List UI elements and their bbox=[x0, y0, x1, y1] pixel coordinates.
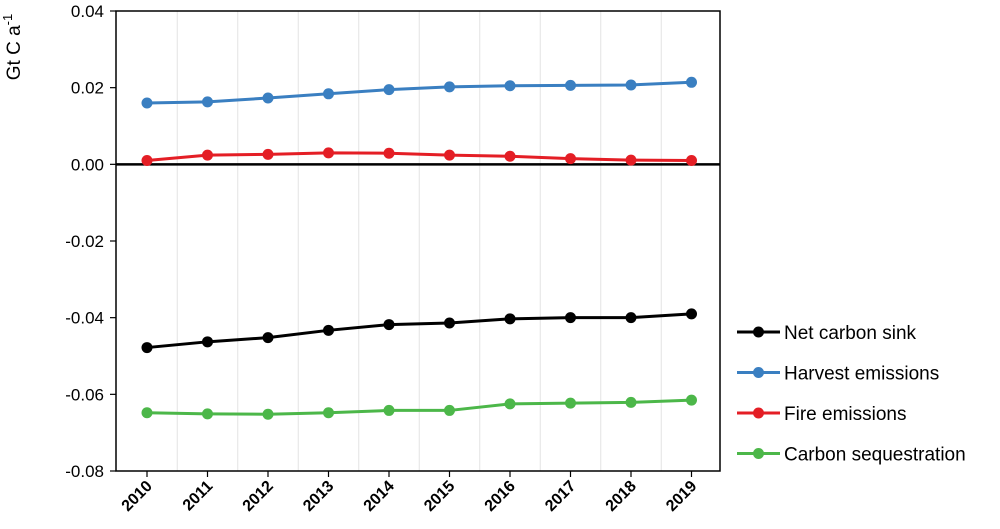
legend-swatch-marker bbox=[753, 367, 764, 378]
legend-label: Carbon sequestration bbox=[784, 445, 966, 466]
data-point bbox=[383, 84, 395, 96]
series-line bbox=[146, 312, 692, 350]
axes bbox=[110, 10, 721, 477]
data-point bbox=[565, 397, 576, 409]
data-point bbox=[565, 79, 576, 91]
series-fire-emissions bbox=[141, 147, 697, 166]
legend: Net carbon sink Harvest emissions Fire emi… bbox=[737, 323, 966, 466]
data-point bbox=[202, 96, 213, 108]
legend-item: Net carbon sink bbox=[737, 323, 917, 344]
y-tick-label: 0.02 bbox=[71, 79, 104, 98]
data-point bbox=[383, 404, 395, 416]
x-tick-label: 2013 bbox=[300, 478, 337, 515]
data-point bbox=[383, 147, 395, 159]
y-axis-label: Gt C a-1 bbox=[0, 14, 25, 80]
legend-item: Carbon sequestration bbox=[737, 445, 966, 466]
data-point bbox=[686, 308, 697, 320]
x-tick-label: 2015 bbox=[421, 478, 458, 515]
data-point bbox=[262, 92, 274, 104]
data-point bbox=[625, 79, 637, 91]
data-point bbox=[444, 317, 455, 329]
series-line bbox=[146, 398, 692, 416]
series-carbon-sequestration bbox=[141, 394, 697, 420]
series-net-carbon-sink bbox=[141, 308, 697, 354]
legend-swatch-marker bbox=[753, 326, 764, 338]
data-point bbox=[262, 408, 274, 420]
data-point bbox=[504, 80, 516, 92]
legend-swatch-marker bbox=[753, 448, 764, 459]
data-point bbox=[686, 76, 697, 88]
legend-swatch-marker bbox=[753, 407, 764, 419]
data-point bbox=[565, 312, 576, 324]
data-point bbox=[504, 398, 516, 410]
y-tick-label: -0.08 bbox=[65, 462, 104, 481]
y-tick-label: 0.00 bbox=[71, 155, 104, 174]
legend-label: Harvest emissions bbox=[784, 364, 939, 385]
x-tick-label: 2019 bbox=[663, 478, 700, 515]
data-point bbox=[444, 404, 455, 416]
data-point bbox=[323, 88, 334, 100]
x-tick-label: 2012 bbox=[240, 478, 277, 515]
data-point bbox=[504, 313, 516, 325]
data-point bbox=[202, 408, 213, 420]
tick-labels: 0.04 0.02 0.00 -0.02 -0.04 -0.06 -0.08 2010 2011… bbox=[65, 2, 700, 515]
legend-label: Fire emissions bbox=[784, 404, 906, 425]
x-tick-label: 2017 bbox=[542, 478, 579, 515]
data-point bbox=[686, 155, 697, 166]
x-tick-label: 2014 bbox=[361, 478, 398, 515]
y-tick-label: -0.06 bbox=[65, 385, 104, 404]
data-point bbox=[323, 147, 334, 159]
series-line bbox=[146, 80, 692, 105]
legend-label: Net carbon sink bbox=[784, 323, 917, 344]
y-axis-label-superscript: -1 bbox=[0, 14, 15, 26]
data-point bbox=[202, 149, 213, 161]
y-tick-label: 0.04 bbox=[71, 2, 104, 21]
data-point bbox=[444, 81, 455, 93]
data-point bbox=[625, 154, 637, 166]
data-point bbox=[323, 324, 334, 336]
data-point bbox=[141, 155, 153, 166]
x-tick-label: 2018 bbox=[603, 478, 640, 515]
x-tick-label: 2011 bbox=[180, 478, 217, 515]
data-point bbox=[383, 319, 395, 331]
data-point bbox=[202, 336, 213, 348]
data-point bbox=[262, 332, 274, 344]
data-point bbox=[141, 342, 153, 354]
x-tick-label: 2016 bbox=[482, 478, 519, 515]
legend-item: Fire emissions bbox=[737, 404, 906, 425]
series-group bbox=[141, 76, 697, 420]
series-harvest-emissions bbox=[141, 76, 697, 109]
data-point bbox=[141, 97, 153, 109]
y-axis-label-text: Gt C a bbox=[4, 25, 25, 80]
x-tick-label: 2010 bbox=[119, 478, 156, 515]
y-tick-label: -0.02 bbox=[65, 232, 104, 251]
data-point bbox=[504, 150, 516, 162]
legend-item: Harvest emissions bbox=[737, 364, 939, 385]
data-point bbox=[625, 312, 637, 324]
y-tick-label: -0.04 bbox=[65, 309, 104, 328]
data-point bbox=[686, 394, 697, 406]
data-point bbox=[141, 407, 153, 419]
data-point bbox=[444, 149, 455, 161]
data-point bbox=[323, 407, 334, 419]
data-point bbox=[262, 148, 274, 160]
series-line bbox=[146, 151, 692, 162]
data-point bbox=[565, 153, 576, 165]
data-point bbox=[625, 396, 637, 408]
